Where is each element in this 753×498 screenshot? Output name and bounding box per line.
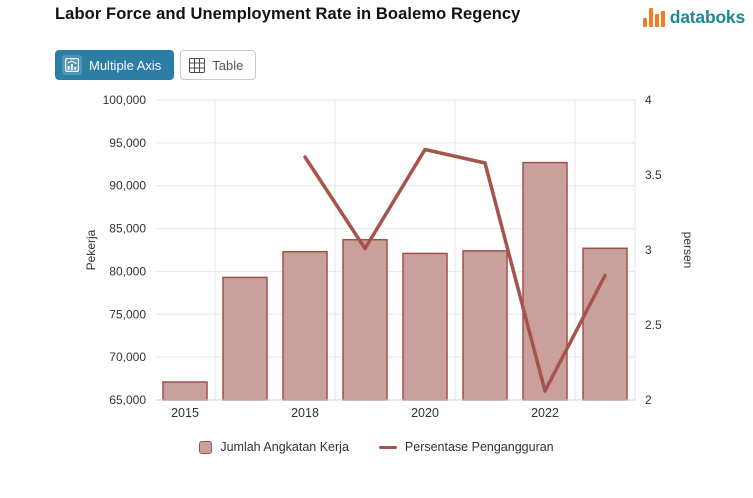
svg-text:2015: 2015 xyxy=(171,406,199,420)
svg-text:85,000: 85,000 xyxy=(109,222,146,236)
bar xyxy=(162,381,208,401)
svg-text:2: 2 xyxy=(645,393,652,407)
bar xyxy=(462,250,508,401)
databoks-logo-text: databoks xyxy=(669,7,745,27)
multiple-axis-button[interactable]: Multiple Axis xyxy=(55,50,175,80)
left-axis-tick-labels: 100,000 95,000 90,000 85,000 80,000 75,000 70,… xyxy=(103,93,147,407)
legend-label-angkatan-kerja: Jumlah Angkatan Kerja xyxy=(220,440,349,454)
legend-item-angkatan-kerja[interactable]: Jumlah Angkatan Kerja xyxy=(199,440,349,454)
bar xyxy=(282,250,328,401)
line-series-pengangguran xyxy=(303,147,607,393)
svg-text:2018: 2018 xyxy=(291,406,319,420)
bar xyxy=(342,238,388,401)
svg-text:2020: 2020 xyxy=(411,406,439,420)
right-axis-title: persen xyxy=(681,232,695,269)
multiple-axis-label: Multiple Axis xyxy=(89,57,162,73)
page-title: Labor Force and Unemployment Rate in Boa… xyxy=(55,5,521,23)
line-series-swatch xyxy=(378,445,397,449)
svg-text:3: 3 xyxy=(645,243,652,257)
svg-text:95,000: 95,000 xyxy=(109,136,146,150)
legend-label-pengangguran: Persentase Pengangguran xyxy=(404,440,554,454)
chart-legend: Jumlah Angkatan Kerja Persentase Pengang… xyxy=(0,440,753,454)
right-axis-tick-labels: 4 3.5 3 2.5 2 xyxy=(645,93,662,407)
chart-toolbar: Multiple Axis Table xyxy=(55,50,257,80)
svg-text:4: 4 xyxy=(645,93,652,107)
svg-text:80,000: 80,000 xyxy=(109,264,146,278)
bar xyxy=(582,247,628,401)
table-button[interactable]: Table xyxy=(180,50,257,80)
bar xyxy=(402,252,448,401)
databoks-logo-icon xyxy=(642,7,666,27)
multiple-axis-chart-icon xyxy=(62,55,82,75)
svg-text:65,000: 65,000 xyxy=(109,393,146,407)
x-axis-tick-labels: 2015 2018 2020 2022 xyxy=(171,406,559,420)
svg-text:75,000: 75,000 xyxy=(109,307,146,321)
bar-series-swatch xyxy=(199,440,213,454)
left-axis-title: Pekerja xyxy=(84,229,98,270)
table-label: Table xyxy=(212,57,244,73)
svg-text:100,000: 100,000 xyxy=(103,93,147,107)
databoks-logo: databoks xyxy=(642,7,745,27)
svg-text:3.5: 3.5 xyxy=(645,168,662,182)
svg-text:70,000: 70,000 xyxy=(109,350,146,364)
legend-item-pengangguran[interactable]: Persentase Pengangguran xyxy=(378,440,554,454)
svg-text:2.5: 2.5 xyxy=(645,318,662,332)
table-icon xyxy=(189,57,206,73)
bar xyxy=(222,276,268,401)
svg-text:90,000: 90,000 xyxy=(109,179,146,193)
svg-text:2022: 2022 xyxy=(531,406,559,420)
